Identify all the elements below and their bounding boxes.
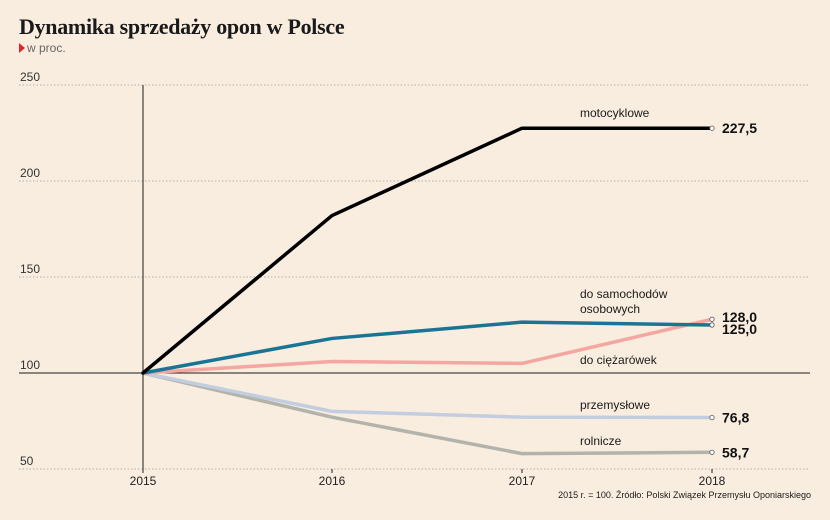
series-label: do ciężarówek	[580, 353, 658, 367]
series-label: motocyklowe	[580, 106, 650, 120]
series-label: rolnicze	[580, 434, 622, 448]
end-marker	[709, 316, 715, 322]
series-line-2	[141, 317, 714, 375]
red-triangle-icon	[19, 43, 25, 53]
y-tick-label: 250	[20, 70, 40, 84]
end-value-label: 128,0	[722, 309, 757, 325]
end-value-label: 227,5	[722, 120, 757, 136]
source-note: 2015 r. = 100. Źródło: Polski Związek Pr…	[558, 490, 811, 500]
series-label: przemysłowe	[580, 398, 650, 412]
series-line-0	[141, 126, 714, 375]
end-marker	[709, 322, 715, 328]
end-value-label: 58,7	[722, 444, 749, 460]
chart-title: Dynamika sprzedaży opon w Polsce	[19, 14, 345, 39]
unit-label: w proc.	[27, 41, 66, 55]
x-tick-label: 2017	[509, 474, 536, 488]
x-tick-label: 2015	[130, 474, 157, 488]
y-tick-label: 200	[20, 166, 40, 180]
series-line-4	[141, 371, 714, 456]
y-tick-label: 100	[20, 358, 40, 372]
y-tick-label: 50	[20, 454, 34, 468]
series-line-3	[141, 371, 714, 420]
x-tick-label: 2018	[699, 474, 726, 488]
end-marker	[709, 449, 715, 455]
y-tick-label: 150	[20, 262, 40, 276]
series-line-1	[141, 320, 714, 375]
end-marker	[709, 414, 715, 421]
series-label: do samochodów osobowych	[580, 287, 668, 316]
end-value-label: 125,0	[722, 321, 757, 337]
x-tick-label: 2016	[319, 474, 346, 488]
chart-subtitle: w proc.	[19, 41, 66, 55]
end-value-label: 76,8	[722, 410, 749, 426]
end-marker	[709, 125, 715, 131]
